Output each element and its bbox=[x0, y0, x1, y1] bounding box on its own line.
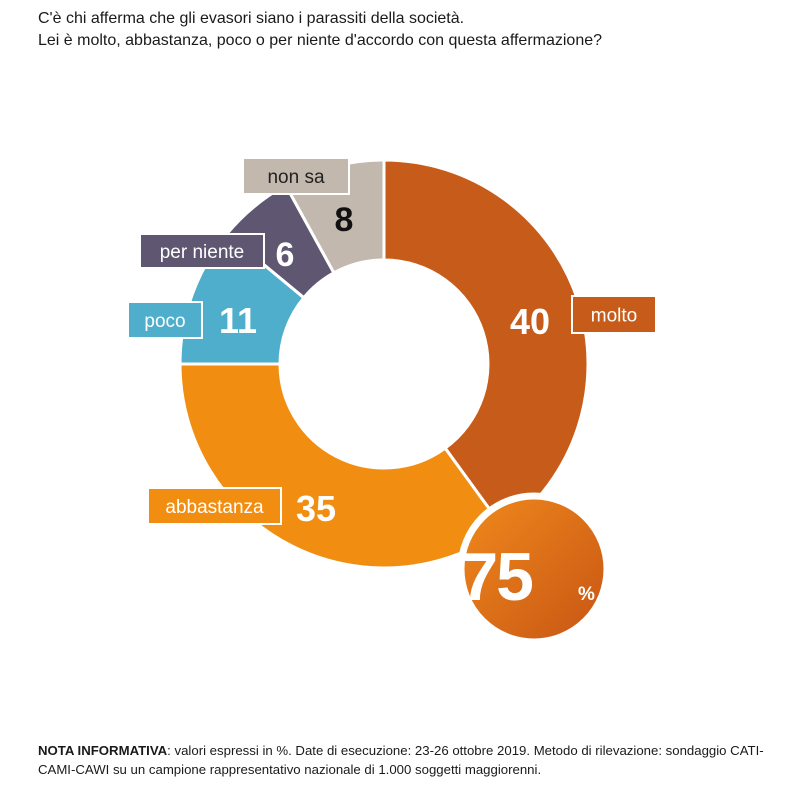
note-label: NOTA INFORMATIVA bbox=[38, 743, 168, 758]
survey-question: C'è chi afferma che gli evasori siano i … bbox=[38, 8, 602, 52]
value-label-poco: 11 bbox=[219, 300, 257, 341]
category-box-abbastanza bbox=[147, 487, 282, 525]
note-text: : valori espressi in %. Date di esecuzio… bbox=[38, 743, 764, 777]
question-line-2: Lei è molto, abbastanza, poco o per nien… bbox=[38, 32, 603, 49]
informative-note: NOTA INFORMATIVA: valori espressi in %. … bbox=[38, 741, 778, 779]
category-label-molto: molto bbox=[591, 306, 637, 327]
category-label-per-niente: per niente bbox=[160, 242, 245, 263]
category-box-molto bbox=[571, 295, 657, 334]
total-agree-unit: % bbox=[578, 584, 595, 605]
category-box-per-niente bbox=[139, 233, 265, 269]
value-label-non-sa: 8 bbox=[335, 201, 354, 239]
category-label-poco: poco bbox=[144, 311, 185, 332]
slice-abbastanza bbox=[178, 362, 507, 570]
value-label-molto: 40 bbox=[510, 301, 550, 342]
total-agree-value: 75 bbox=[460, 539, 532, 615]
value-label-abbastanza: 35 bbox=[296, 488, 336, 529]
category-box-poco bbox=[127, 301, 203, 339]
category-label-non-sa: non sa bbox=[267, 167, 324, 188]
total-agree-badge bbox=[457, 492, 611, 646]
question-line-1: C'è chi afferma che gli evasori siano i … bbox=[38, 10, 465, 27]
category-box-non-sa bbox=[242, 157, 350, 195]
value-label-per-niente: 6 bbox=[276, 236, 295, 274]
category-label-abbastanza: abbastanza bbox=[165, 497, 264, 518]
